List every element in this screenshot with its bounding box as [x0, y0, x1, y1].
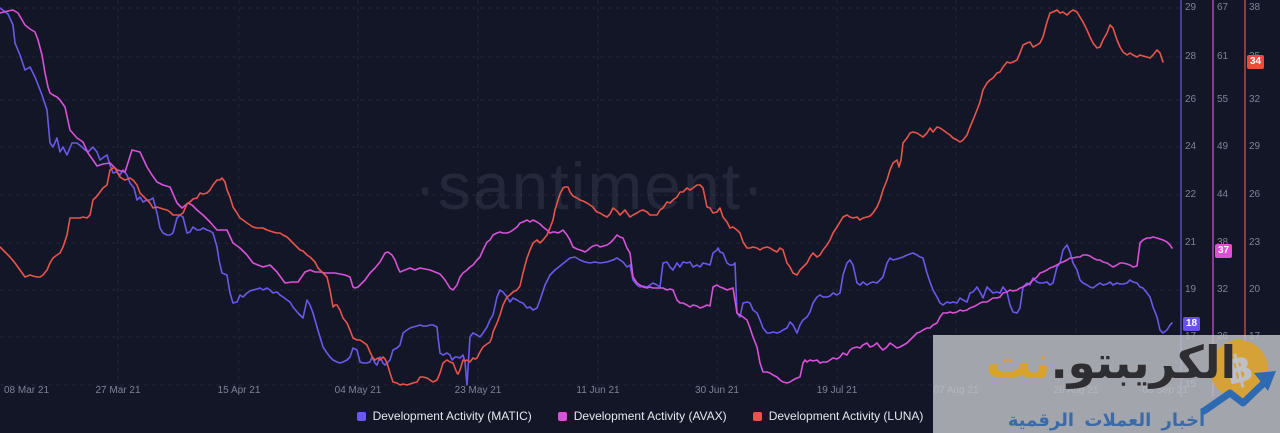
- logo-title-dark: الكريبتو.: [1050, 336, 1236, 389]
- series-line[interactable]: [0, 9, 1164, 386]
- legend-swatch: [557, 411, 567, 421]
- trend-arrow-icon: [1200, 371, 1276, 415]
- logo-title: الكريبتو.نت: [937, 331, 1236, 395]
- series-line[interactable]: [0, 7, 1173, 386]
- logo-title-gold: نت: [986, 336, 1051, 389]
- chart-legend: Development Activity (MATIC) Development …: [0, 409, 1280, 423]
- logo-subtitle: أخبار العملات الرقمية: [1007, 410, 1206, 431]
- legend-label: Development Activity (AVAX): [573, 409, 727, 423]
- legend-swatch: [356, 411, 366, 421]
- legend-item[interactable]: Development Activity (LUNA): [752, 409, 924, 423]
- legend-item[interactable]: Development Activity (AVAX): [557, 409, 727, 423]
- crypto-net-logo-overlay: ฿ الكريبتو.نت أخبار العملات الرقمية: [933, 335, 1280, 433]
- legend-label: Development Activity (MATIC): [372, 409, 532, 423]
- legend-label: Development Activity (LUNA): [768, 409, 924, 423]
- santiment-watermark: ·santiment·: [413, 149, 767, 223]
- series-line[interactable]: [0, 9, 1173, 384]
- legend-swatch: [752, 411, 762, 421]
- legend-item[interactable]: Development Activity (MATIC): [356, 409, 532, 423]
